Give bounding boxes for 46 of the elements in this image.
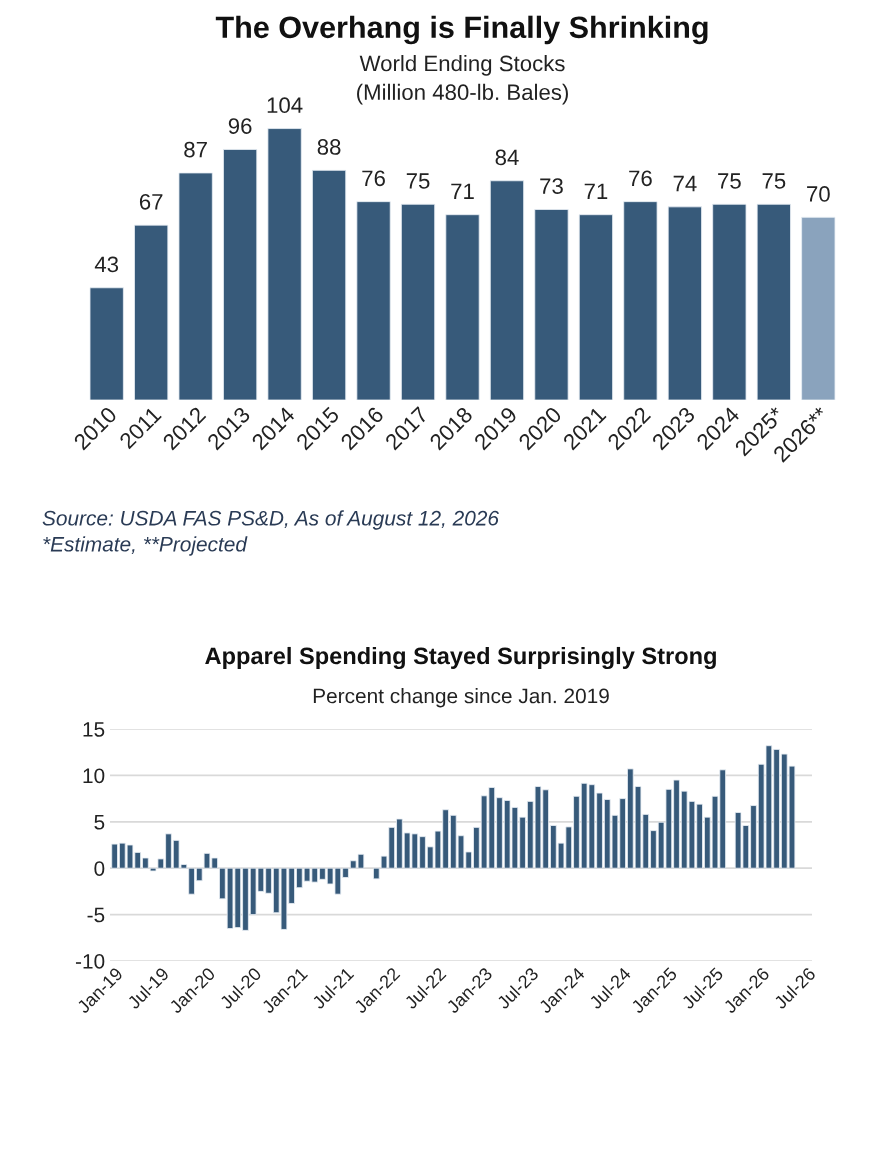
chart-subtitle: Percent change since Jan. 2019 xyxy=(313,688,609,708)
chart-title: The Overhang is Finally Shrinking xyxy=(215,15,708,45)
bar xyxy=(534,209,569,400)
text: *Estimate, **Projected xyxy=(43,536,248,556)
chart-title: Apparel Spending Stayed Surprisingly Strong xyxy=(205,646,716,670)
data-label: 84 xyxy=(495,149,519,166)
y-tick-label: 0 xyxy=(94,861,105,876)
data-label: 96 xyxy=(228,118,252,134)
data-label: 75 xyxy=(762,173,786,189)
y-tick-label: 10 xyxy=(83,768,105,784)
data-label: 88 xyxy=(317,139,341,155)
bar xyxy=(89,287,124,400)
data-label: 73 xyxy=(540,178,563,194)
data-label: 76 xyxy=(629,170,652,187)
bar xyxy=(134,224,169,400)
data-label: 70 xyxy=(807,186,830,202)
data-label: 104 xyxy=(267,97,303,114)
data-label: 75 xyxy=(406,173,430,189)
data-label: 74 xyxy=(673,175,697,192)
bar xyxy=(400,203,436,400)
bar xyxy=(178,172,213,400)
source-note: Source: USDA FAS PS&D, As of August 12, 2026 xyxy=(42,510,499,530)
bar xyxy=(801,216,836,400)
bar xyxy=(756,203,791,400)
data-label: 71 xyxy=(451,183,474,199)
data-label: 71 xyxy=(584,183,608,199)
data-label: 75 xyxy=(718,173,741,189)
bar xyxy=(578,214,614,400)
data-label: 43 xyxy=(94,256,119,273)
y-tick-label: -10 xyxy=(75,954,105,969)
bar xyxy=(667,206,702,400)
data-label: 87 xyxy=(184,141,207,158)
y-tick-label: -5 xyxy=(87,907,105,923)
bar xyxy=(356,201,391,400)
bar xyxy=(489,180,525,400)
data-label: 67 xyxy=(139,193,163,210)
bar xyxy=(223,149,258,400)
chart-subtitle: World Ending Stocks (Million 480-lb. Bales) xyxy=(357,55,568,105)
data-label: 76 xyxy=(362,170,385,187)
bar xyxy=(267,128,302,400)
y-tick-label: 15 xyxy=(83,722,105,737)
bar xyxy=(623,201,658,400)
bar xyxy=(445,214,480,400)
y-tick-label: 5 xyxy=(94,815,105,830)
bar xyxy=(311,169,347,400)
bar xyxy=(712,203,747,400)
